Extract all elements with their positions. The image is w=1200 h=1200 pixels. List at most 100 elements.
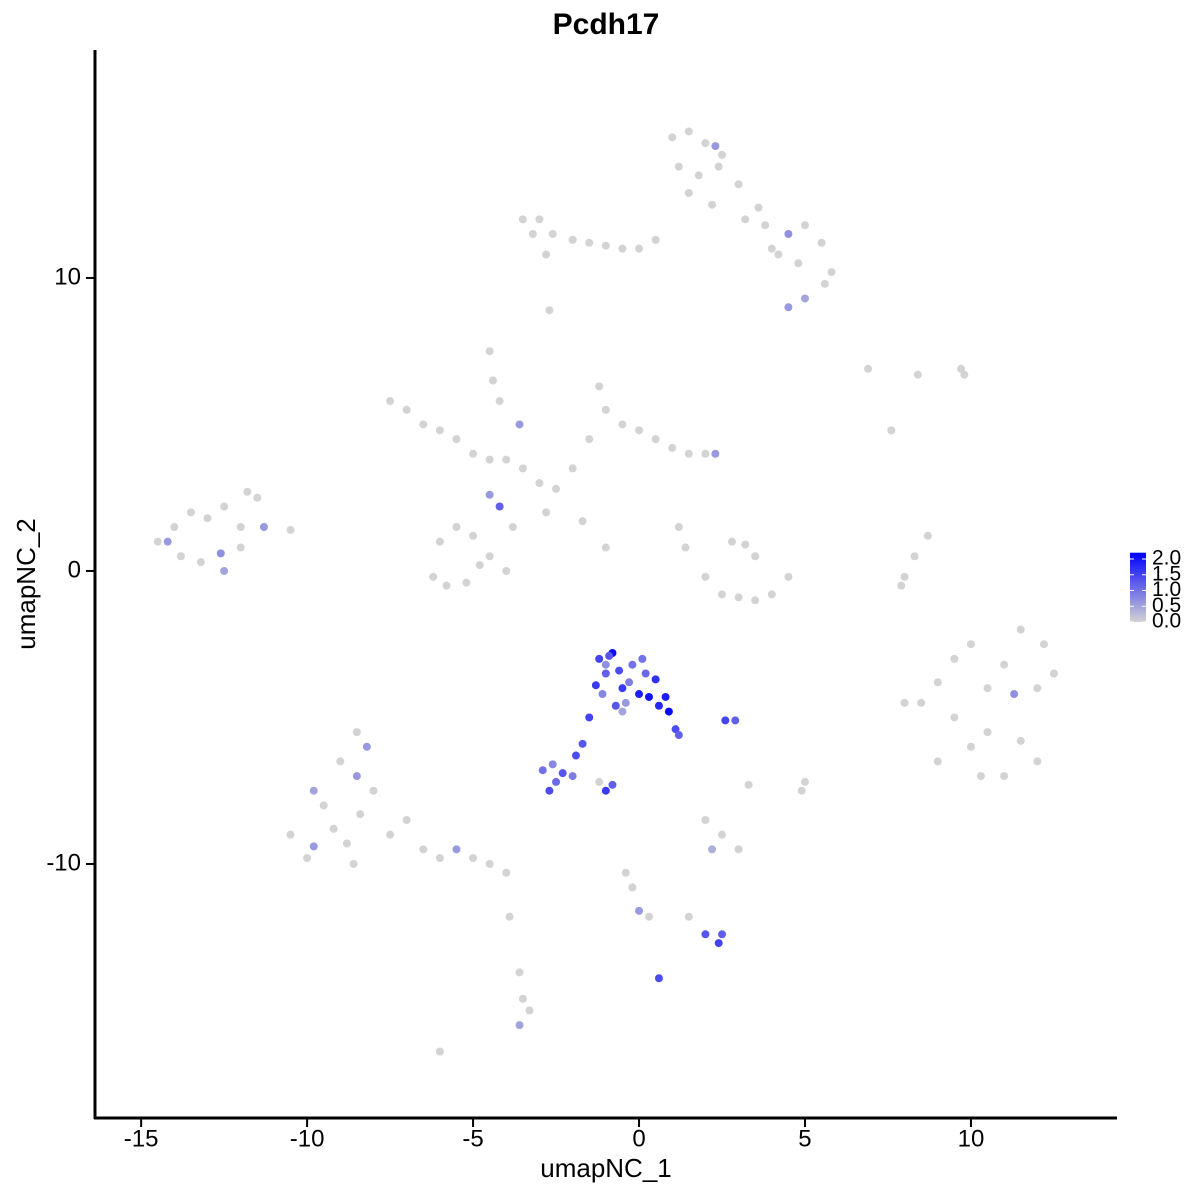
cell-point [485,455,494,464]
cell-point [601,543,610,552]
cell-point [515,1021,524,1030]
cell-point [754,203,763,212]
cell-point [1016,736,1025,745]
cell-point [349,859,358,868]
cell-point [618,244,627,253]
cell-point [684,127,693,136]
cell-point [186,508,195,517]
cell-point [820,279,829,288]
cell-point [817,238,826,247]
cell-point [661,692,670,701]
cell-point [488,376,497,385]
cell-point [900,572,909,581]
cell-point [605,651,614,660]
cell-point [800,221,809,230]
cell-point [469,449,478,458]
cell-point [635,244,644,253]
cell-point [329,824,338,833]
cell-point [508,523,517,532]
cell-point [635,690,644,699]
cell-point [253,493,262,502]
cell-point [515,968,524,977]
cell-point [568,235,577,244]
color-bar-label: 1.0 [1152,578,1181,601]
cell-point [336,757,345,766]
cell-point [568,772,577,781]
cell-point [220,502,229,511]
cell-point [684,449,693,458]
cell-point [601,669,610,678]
points [153,127,1058,1056]
cell-point [671,725,680,734]
cell-point [701,139,710,148]
cell-point [794,259,803,268]
cell-point [309,842,318,851]
cell-point [585,713,594,722]
cell-point [548,230,557,239]
cell-point [651,675,660,684]
cell-point [462,578,471,587]
cell-point [435,537,444,546]
y-tick-label: 0 [68,556,81,583]
cell-point [718,830,727,839]
cell-point [352,772,361,781]
cell-point [635,426,644,435]
cell-point [435,1047,444,1056]
cell-point [595,382,604,391]
cell-point [714,162,723,171]
cell-point [976,772,985,781]
x-axis-title: umapNC_1 [540,1153,672,1183]
cell-point [618,420,627,429]
cell-point [827,268,836,277]
cell-point [236,543,245,552]
cell-point [356,810,365,819]
cell-point [618,684,627,693]
cell-point [1039,640,1048,649]
cell-point [966,640,975,649]
cell-point [950,713,959,722]
cell-point [303,854,312,863]
y-axis-title: umapNC_2 [11,518,41,650]
cell-point [196,558,205,567]
cell-point [1010,690,1019,699]
cell-point [203,514,212,523]
cell-point [578,517,587,526]
cell-point [515,420,524,429]
cell-point [469,854,478,863]
cell-point [638,654,647,663]
cell-point [933,757,942,766]
cell-point [352,728,361,737]
cell-point [651,235,660,244]
cell-point [548,760,557,769]
cell-point [800,777,809,786]
cell-point [721,716,730,725]
x-tick-label: -15 [124,1125,159,1152]
cell-point [568,464,577,473]
cell-point [495,397,504,406]
cell-point [1016,625,1025,634]
cell-point [170,523,179,532]
cell-point [598,690,607,699]
cell-point [502,868,511,877]
color-bar-label: 0.5 [1152,594,1181,617]
cell-point [983,684,992,693]
cell-point [386,397,395,406]
cell-point [887,426,896,435]
cell-point [495,502,504,511]
cell-point [362,742,371,751]
cell-point [535,479,544,488]
cell-point [429,572,438,581]
cell-point [923,531,932,540]
cell-point [558,769,567,778]
cell-point [435,854,444,863]
cell-point [684,912,693,921]
cell-point [654,974,663,983]
cell-point [615,666,624,675]
cell-point [950,654,959,663]
cell-point [674,523,683,532]
cell-point [784,303,793,312]
cell-point [601,786,610,795]
cell-point [595,777,604,786]
cell-point [708,200,717,209]
color-bar-label: 2.0 [1152,547,1181,570]
